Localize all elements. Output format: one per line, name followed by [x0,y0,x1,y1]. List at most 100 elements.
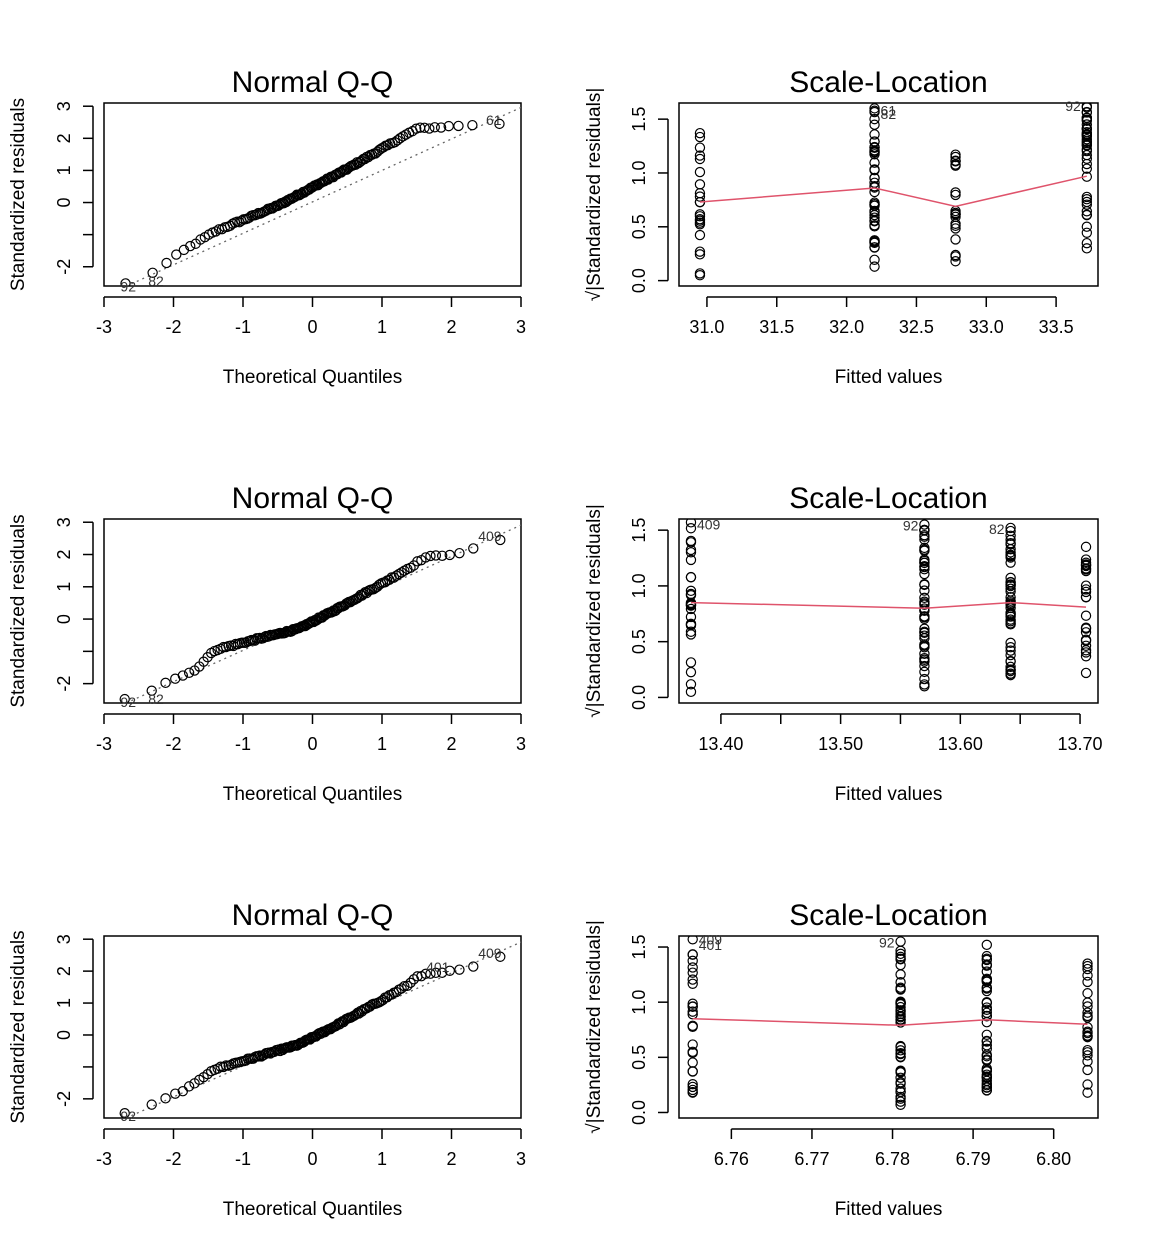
x-tick-label: 31.0 [689,317,724,337]
data-point [396,983,407,994]
data-point [950,159,961,170]
plot-area [685,519,1092,698]
x-tick-label: -3 [96,317,112,337]
data-point [694,127,706,139]
data-point [981,996,993,1008]
data-point [687,974,698,985]
data-point [869,182,880,193]
data-point [1005,557,1016,568]
data-point [436,967,448,978]
data-point [895,945,906,957]
data-point [687,1001,698,1012]
data-point [981,939,993,951]
data-point [1080,627,1092,638]
data-point [227,218,238,229]
data-point [950,256,961,267]
data-point [685,537,697,548]
data-point [1005,661,1016,673]
data-point [396,567,407,578]
data-point [869,157,880,168]
data-point [1082,1022,1093,1033]
x-axis-label: Fitted values [835,367,943,388]
data-point [160,677,171,689]
data-point [1005,522,1016,534]
y-tick-label: 0.5 [629,1045,649,1070]
x-tick-label: 6.79 [956,1149,991,1169]
point-label: 82 [881,106,897,122]
data-point [420,968,431,980]
data-point [869,215,880,226]
y-axis-label: √|Standardized residuals| [584,920,605,1134]
y-tick-label: 0.0 [629,268,649,293]
data-point [685,523,697,534]
data-point [1081,237,1093,249]
data-point [895,936,906,947]
data-point [919,626,930,638]
y-tick-label: 0 [54,198,74,208]
data-point [1005,668,1016,679]
data-point [685,554,697,566]
data-point [895,1017,906,1028]
data-point [382,140,394,151]
x-tick-label: 3 [516,734,526,754]
data-point [950,251,961,262]
data-point [430,550,442,561]
data-point [694,249,706,260]
panel-3-normal-qq: Normal Q-Q Theoretical Quantiles Standardi… [8,482,526,805]
data-point [694,142,706,153]
y-tick-label: -2 [54,676,74,692]
data-point [1081,206,1093,217]
point-label: 92 [120,694,136,710]
data-point [919,554,930,565]
data-point [1082,963,1093,975]
point-label: 92 [120,278,136,294]
point-label: 409 [478,945,502,961]
data-point [685,686,697,698]
chart-title: Scale-Location [789,66,987,99]
data-point [981,1040,993,1051]
y-tick-label: -2 [54,259,74,275]
y-tick-label: 0 [54,614,74,624]
point-label: 409 [697,517,721,533]
data-point [981,1080,993,1091]
point-label: 82 [148,691,164,707]
data-point [685,585,697,597]
y-tick-label: 2 [54,550,74,560]
data-point [1082,1044,1093,1056]
data-point [1080,541,1092,553]
y-tick-label: 3 [54,934,74,944]
data-point [274,199,285,210]
data-point [869,236,880,247]
data-point [171,249,182,260]
y-tick-label: 0 [54,1030,74,1040]
data-point [1082,1087,1093,1098]
data-point [1005,539,1016,550]
data-point [185,240,196,252]
point-label: 82 [989,521,1005,537]
data-point [419,122,430,133]
data-point [919,679,930,690]
data-point [210,226,222,237]
data-point [1005,576,1016,588]
x-tick-label: -3 [96,1149,112,1169]
x-tick-label: 13.70 [1058,734,1103,754]
data-point [215,1061,226,1072]
data-point [435,122,447,133]
data-point [694,150,706,161]
x-tick-label: 31.5 [759,317,794,337]
data-point [869,261,880,272]
data-point [895,1066,906,1077]
data-point [919,519,930,530]
x-axis-label: Theoretical Quantiles [223,784,403,805]
data-point [1081,123,1093,135]
data-point [687,998,698,1009]
x-tick-label: 3 [516,1149,526,1169]
data-point [412,556,423,567]
data-point [218,641,229,653]
data-point [950,223,961,234]
data-point [685,519,697,528]
x-tick-label: 6.78 [875,1149,910,1169]
data-point [694,166,706,178]
data-point [685,618,697,630]
